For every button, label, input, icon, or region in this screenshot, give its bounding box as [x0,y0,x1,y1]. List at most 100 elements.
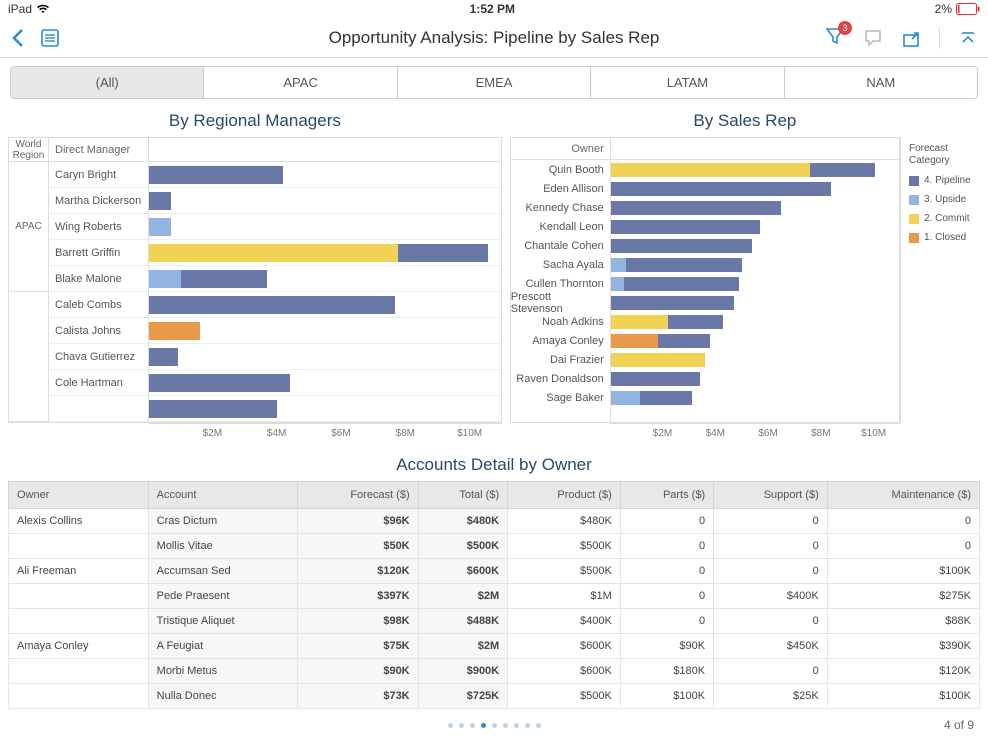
bar-row[interactable] [149,188,501,214]
filter-badge: 3 [838,21,852,35]
tab-all[interactable]: (All) [11,67,204,98]
page-dot[interactable] [514,723,519,728]
col-header[interactable]: Support ($) [714,482,828,509]
region-tabs: (All)APACEMEALATAMNAM [10,66,978,99]
tab-latam[interactable]: LATAM [591,67,784,98]
back-icon[interactable] [10,27,26,49]
bar-row[interactable] [149,396,501,422]
page-dot[interactable] [536,723,541,728]
rep-row-label: Sacha Ayala [511,255,610,274]
page-dot[interactable] [459,723,464,728]
bar-row[interactable] [149,162,501,188]
bar-row[interactable] [149,266,501,292]
rep-bar-row[interactable] [611,274,899,293]
rep-row-label: Amaya Conley [511,331,610,350]
cell-owner: Amaya Conley [9,634,149,659]
page-dots[interactable] [448,723,541,728]
managers-chart: World RegionAPACDirect ManagerCaryn Brig… [8,137,502,423]
cell-total: $500K [418,534,508,559]
cell-parts: 0 [620,534,713,559]
page-dot[interactable] [503,723,508,728]
table-row[interactable]: Nulla Donec$73K$725K$500K$100K$25K$100K [9,684,980,709]
col-header[interactable]: Parts ($) [620,482,713,509]
list-icon[interactable] [40,28,60,48]
col-header[interactable]: Product ($) [508,482,621,509]
cell-product: $1M [508,584,621,609]
cell-owner: Alexis Collins [9,509,149,534]
rep-bar-row[interactable] [611,198,899,217]
page-indicator: 4 of 9 [944,718,974,732]
rep-bar-row[interactable] [611,160,899,179]
bar-row[interactable] [149,292,501,318]
manager-row: Caryn Bright [49,162,148,188]
cell-owner [9,534,149,559]
rep-bar-row[interactable] [611,217,899,236]
cell-maint: $88K [827,609,979,634]
col-header[interactable]: Total ($) [418,482,508,509]
page-dot[interactable] [525,723,530,728]
page-dot[interactable] [481,723,486,728]
table-row[interactable]: Mollis Vitae$50K$500K$500K000 [9,534,980,559]
tab-nam[interactable]: NAM [785,67,977,98]
manager-row: Caleb Combs [49,292,148,318]
rep-bar-row[interactable] [611,312,899,331]
col-header[interactable]: Owner [9,482,149,509]
cell-total: $488K [418,609,508,634]
page-dot[interactable] [470,723,475,728]
divider [939,27,940,49]
rep-bar-row[interactable] [611,369,899,388]
clock: 1:52 PM [470,2,515,16]
cell-support: $25K [714,684,828,709]
col-header[interactable]: Forecast ($) [298,482,418,509]
table-row[interactable]: Pede Praesent$397K$2M$1M0$400K$275K [9,584,980,609]
battery-pct: 2% [935,2,952,16]
bar-row[interactable] [149,344,501,370]
rep-bar-row[interactable] [611,388,899,407]
rep-bar-row[interactable] [611,255,899,274]
bar-row[interactable] [149,318,501,344]
reps-chart: OwnerQuin BoothEden AllisonKennedy Chase… [510,137,900,423]
rep-bar-row[interactable] [611,179,899,198]
cell-forecast: $90K [298,659,418,684]
cell-maint: 0 [827,509,979,534]
bar-row[interactable] [149,214,501,240]
col-header[interactable]: Maintenance ($) [827,482,979,509]
rep-row-label: Dai Frazier [511,350,610,369]
cell-forecast: $50K [298,534,418,559]
cell-forecast: $98K [298,609,418,634]
rep-bar-row[interactable] [611,236,899,255]
bar-row[interactable] [149,370,501,396]
cell-parts: 0 [620,609,713,634]
cell-account: Nulla Donec [148,684,298,709]
rep-row-label: Eden Allison [511,179,610,198]
tab-emea[interactable]: EMEA [398,67,591,98]
manager-row: Wing Roberts [49,214,148,240]
col-header[interactable]: Account [148,482,298,509]
cell-forecast: $73K [298,684,418,709]
legend-item: 3. Upside [909,194,980,205]
tab-apac[interactable]: APAC [204,67,397,98]
cell-maint: $120K [827,659,979,684]
page-dot[interactable] [492,723,497,728]
legend-item: 1. Closed [909,232,980,243]
cell-maint: $100K [827,684,979,709]
comment-icon[interactable] [863,28,883,48]
table-row[interactable]: Ali FreemanAccumsan Sed$120K$600K$500K00… [9,559,980,584]
rep-bar-row[interactable] [611,350,899,369]
rep-row-label: Quin Booth [511,160,610,179]
collapse-icon[interactable] [958,30,978,46]
rep-bar-row[interactable] [611,331,899,350]
share-icon[interactable] [901,28,921,48]
cell-parts: $100K [620,684,713,709]
table-row[interactable]: Alexis CollinsCras Dictum$96K$480K$480K0… [9,509,980,534]
cell-owner: Ali Freeman [9,559,149,584]
cell-product: $600K [508,634,621,659]
bar-row[interactable] [149,240,501,266]
cell-owner [9,609,149,634]
table-row[interactable]: Tristique Aliquet$98K$488K$400K00$88K [9,609,980,634]
table-row[interactable]: Morbi Metus$90K$900K$600K$180K0$120K [9,659,980,684]
page-dot[interactable] [448,723,453,728]
rep-row-label: Noah Adkins [511,312,610,331]
rep-bar-row[interactable] [611,293,899,312]
table-row[interactable]: Amaya ConleyA Feugiat$75K$2M$600K$90K$45… [9,634,980,659]
